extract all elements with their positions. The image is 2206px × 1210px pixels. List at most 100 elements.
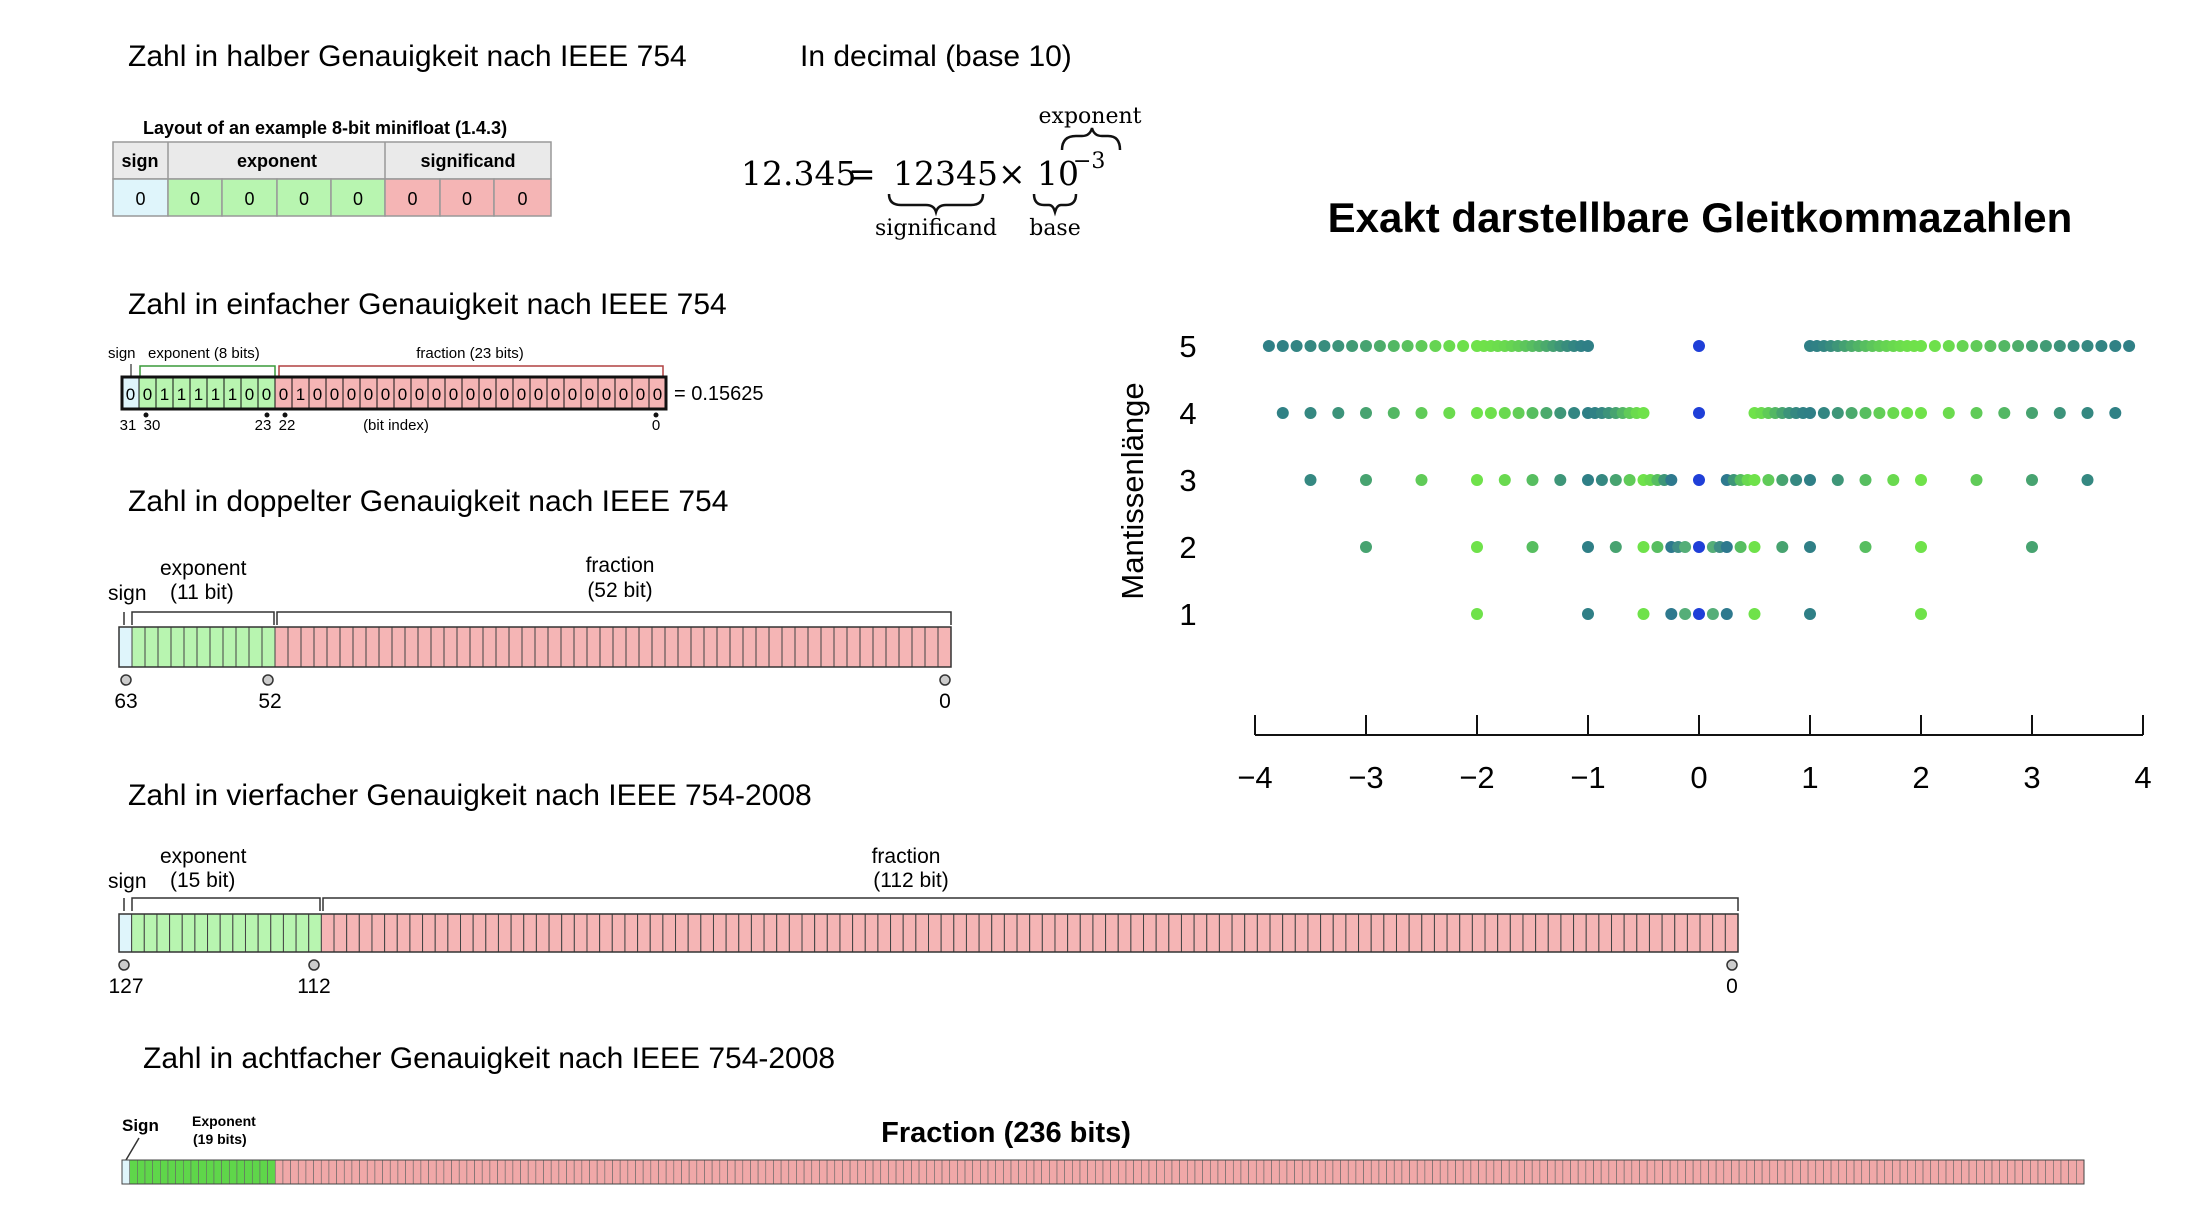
quad-bit-cell bbox=[1206, 913, 1220, 953]
double-bit-cell bbox=[898, 626, 913, 668]
double-bit-cell bbox=[378, 626, 393, 668]
quad-bit-cell bbox=[434, 913, 449, 953]
chart-point bbox=[1942, 340, 1955, 352]
double-bit-cell bbox=[456, 626, 471, 668]
quad-exponent-bracket bbox=[131, 897, 321, 911]
octuple-bit-cell bbox=[1723, 1159, 1732, 1185]
quad-label-exponent-bits: (15 bit) bbox=[170, 869, 235, 892]
octuple-bit-cell bbox=[1225, 1159, 1234, 1185]
double-bit-cell bbox=[846, 626, 861, 668]
double-bit-cell bbox=[872, 626, 887, 668]
octuple-bit-cell bbox=[1600, 1159, 1610, 1185]
octuple-bit-cell bbox=[704, 1159, 713, 1185]
chart-point bbox=[1748, 541, 1761, 553]
chart-point bbox=[1998, 340, 2011, 352]
octuple-bit-cell bbox=[1286, 1159, 1295, 1185]
chart-point bbox=[1831, 407, 1844, 419]
octuple-bit-cell bbox=[688, 1159, 698, 1185]
octuple-bit-cell bbox=[489, 1159, 498, 1185]
quad-bit-cell bbox=[1105, 913, 1119, 953]
octuple-bit-cell bbox=[1347, 1159, 1357, 1185]
octuple-bit-cell bbox=[137, 1159, 146, 1185]
quad-bit-cell bbox=[763, 913, 778, 953]
octuple-bit-cell bbox=[1961, 1159, 1970, 1185]
chart-point bbox=[1693, 407, 1705, 419]
chart-point bbox=[1873, 407, 1886, 419]
double-bit-cell bbox=[326, 626, 341, 668]
octuple-bit-cell bbox=[1141, 1159, 1150, 1185]
quad-bit-cell bbox=[1648, 913, 1663, 953]
octuple-bit-cell bbox=[773, 1159, 782, 1185]
octuple-bit-cell bbox=[665, 1159, 675, 1185]
chart-point bbox=[1318, 340, 1331, 352]
octuple-bit-cell bbox=[834, 1159, 843, 1185]
quad-bit-cell bbox=[940, 913, 955, 953]
chart-point bbox=[1831, 474, 1844, 486]
octuple-bit-cell bbox=[558, 1159, 567, 1185]
quad-bit-cell bbox=[1029, 913, 1043, 953]
octuple-bit-cell bbox=[1945, 1159, 1955, 1185]
octuple-bit-cell bbox=[1118, 1159, 1127, 1185]
chart-point bbox=[1637, 541, 1650, 553]
octuple-bit-cell bbox=[1439, 1159, 1449, 1185]
formula-base-value: 10 bbox=[1037, 154, 1079, 193]
chart-point bbox=[2109, 407, 2122, 419]
single-bit-value: 0 bbox=[313, 385, 322, 404]
quad-bit-cell bbox=[295, 913, 310, 953]
single-bit-value: 0 bbox=[330, 385, 339, 404]
single-bit-value: 0 bbox=[245, 385, 254, 404]
octuple-bit-cell bbox=[573, 1159, 583, 1185]
chart-point bbox=[1734, 541, 1747, 553]
minifloat-bit-cell bbox=[330, 178, 386, 217]
octuple-bit-cell bbox=[1984, 1159, 1993, 1185]
chart-point bbox=[1915, 541, 1927, 553]
chart-point bbox=[1804, 474, 1816, 486]
octuple-bit-cell bbox=[1432, 1159, 1441, 1185]
octuple-bit-cell bbox=[2037, 1159, 2046, 1185]
chart-point bbox=[1845, 407, 1858, 419]
chart-point bbox=[1276, 407, 1289, 419]
octuple-bit-cell bbox=[612, 1159, 621, 1185]
double-bit-cell bbox=[495, 626, 510, 668]
double-bit-cell bbox=[417, 626, 432, 668]
octuple-precision-layout: Sign Exponent (19 bits) Fraction (236 bi… bbox=[121, 1113, 2085, 1185]
quad-bit-cell bbox=[1712, 913, 1726, 953]
single-bit-value: 0 bbox=[619, 385, 628, 404]
chart-point bbox=[1817, 407, 1830, 419]
double-bit-cell bbox=[235, 626, 250, 668]
octuple-bit-cell bbox=[1164, 1159, 1173, 1185]
quad-bit-cell bbox=[282, 913, 297, 953]
octuple-bit-cell bbox=[1807, 1159, 1817, 1185]
double-bit-cell bbox=[573, 626, 588, 668]
single-bit-value: 0 bbox=[262, 385, 271, 404]
single-bit-value: 1 bbox=[177, 385, 186, 404]
octuple-bit-cell bbox=[1938, 1159, 1947, 1185]
quad-bit-cell bbox=[611, 913, 626, 953]
octuple-bit-cell bbox=[1110, 1159, 1119, 1185]
quad-bit-cell bbox=[422, 913, 436, 953]
octuple-bit-cell bbox=[681, 1159, 690, 1185]
chart-point bbox=[1471, 541, 1483, 553]
double-bit-cell bbox=[794, 626, 809, 668]
chart-point bbox=[1720, 608, 1733, 620]
octuple-bit-cell bbox=[206, 1159, 215, 1185]
octuple-bit-cell bbox=[811, 1159, 820, 1185]
single-bit-value: 0 bbox=[449, 385, 458, 404]
single-index-0: 0 bbox=[652, 417, 660, 434]
quad-bit-cell bbox=[1130, 913, 1145, 953]
octuple-bit-cell bbox=[1830, 1159, 1840, 1185]
quad-bit-cell bbox=[219, 913, 234, 953]
octuple-bit-cell bbox=[895, 1159, 905, 1185]
octuple-bit-cell bbox=[1631, 1159, 1640, 1185]
quad-bit-cell bbox=[1218, 913, 1233, 953]
octuple-bit-cell bbox=[796, 1159, 805, 1185]
minifloat-header-sign: sign bbox=[121, 151, 158, 171]
formula-label-significand: significand bbox=[875, 216, 997, 241]
quad-fraction-bracket bbox=[322, 897, 1739, 911]
chart-point bbox=[1304, 474, 1317, 486]
double-bit-cell bbox=[131, 626, 146, 668]
chart-point bbox=[1665, 608, 1678, 620]
quad-bit-cell bbox=[1636, 913, 1650, 953]
quad-bit-cell bbox=[675, 913, 689, 953]
